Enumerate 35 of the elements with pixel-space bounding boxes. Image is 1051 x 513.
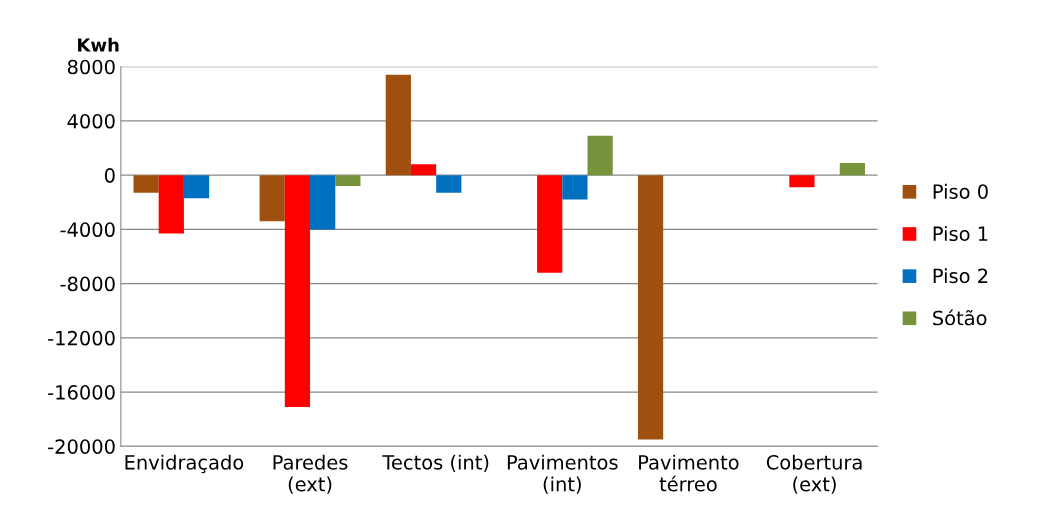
y-tick-label: -20000 <box>48 439 115 454</box>
bar <box>537 175 563 273</box>
bar <box>158 175 184 234</box>
bar <box>335 175 361 186</box>
bar <box>284 175 311 407</box>
legend-label: Piso 2 <box>933 268 988 284</box>
y-tick-label: -16000 <box>48 385 115 400</box>
bar <box>133 175 159 193</box>
x-tick-label: Envidraçado <box>125 454 244 474</box>
legend-label: Sótão <box>933 309 987 326</box>
y-tick-label: 4000 <box>67 113 115 129</box>
y-tick-label: -8000 <box>60 276 115 292</box>
y-tick-label: -4000 <box>60 222 115 238</box>
x-tick-label: Tectos (int) <box>382 454 489 472</box>
bar <box>385 74 411 176</box>
y-axis-title: Kwh <box>78 37 119 52</box>
bar <box>637 175 664 440</box>
x-tick-label: Paredes (ext) <box>273 454 348 494</box>
bar <box>259 175 285 222</box>
y-tick-label: 8000 <box>67 59 115 75</box>
x-tick-label: Pavimento térreo <box>639 454 739 492</box>
x-tick-label: Pavimentos (int) <box>507 454 618 494</box>
bar <box>436 175 462 193</box>
legend-label: Piso 0 <box>933 183 988 199</box>
bar <box>789 175 815 188</box>
bar <box>587 135 613 176</box>
x-tick-label: Cobertura (ext) <box>766 454 862 494</box>
bar <box>310 175 336 230</box>
y-tick-label: -12000 <box>48 330 115 346</box>
bar <box>839 162 865 176</box>
legend-label: Piso 1 <box>933 226 988 242</box>
bar <box>183 175 210 199</box>
bar <box>410 164 437 176</box>
y-tick-label: 0 <box>104 168 115 183</box>
bar <box>562 175 588 200</box>
